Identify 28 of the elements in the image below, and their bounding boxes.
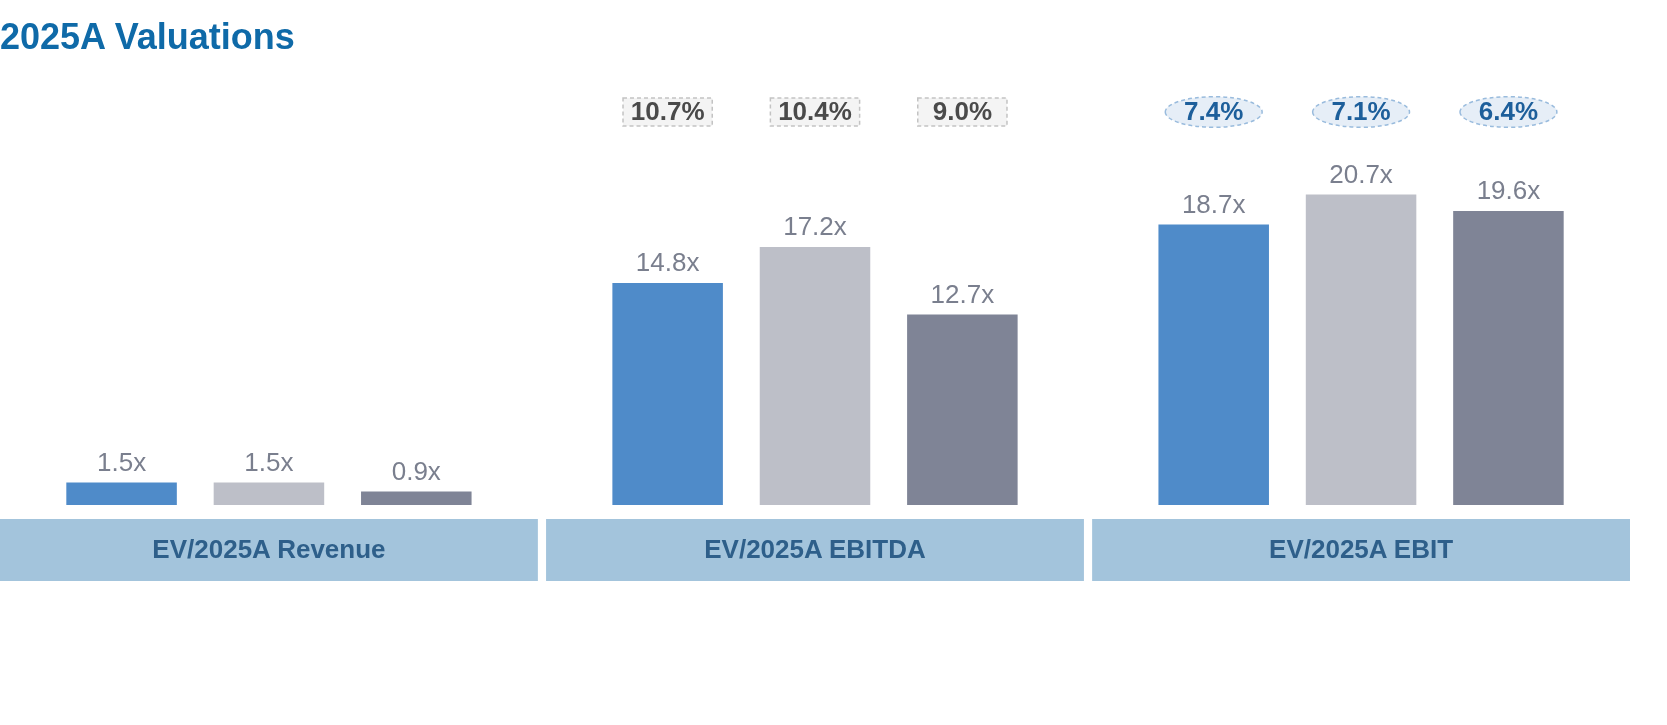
data-label: 18.7x — [1181, 188, 1246, 219]
data-label: 20.7x — [1329, 158, 1393, 189]
x-tick-label: EV/2025A Revenue — [152, 534, 386, 564]
x-tick-label: EV/2025A EBITDA — [704, 534, 926, 564]
text: 6.4% — [1478, 96, 1539, 126]
bar — [1158, 224, 1269, 505]
chart-title: 2025A Valuations — [0, 16, 295, 57]
bar — [1305, 194, 1417, 505]
bar — [759, 247, 871, 505]
data-label: 0.9x — [391, 455, 441, 486]
data-label: 19.6x — [1476, 175, 1541, 205]
text: 10.4% — [778, 96, 852, 126]
bar — [612, 283, 723, 505]
data-label: 14.8x — [635, 247, 700, 277]
bar — [66, 482, 177, 505]
text: 9.0% — [932, 96, 992, 126]
bar — [907, 314, 1018, 505]
data-label: 1.5x — [97, 446, 147, 477]
bar — [213, 482, 325, 505]
text: 7.1% — [1331, 96, 1391, 126]
data-label: 12.7x — [930, 278, 995, 309]
text: 7.4% — [1184, 96, 1244, 126]
data-label: 1.5x — [244, 446, 294, 477]
bar — [1453, 211, 1564, 505]
bar — [361, 491, 472, 505]
data-label: 17.2x — [783, 211, 847, 241]
text: 10.7% — [630, 96, 705, 126]
x-tick-label: EV/2025A EBIT — [1269, 534, 1454, 564]
